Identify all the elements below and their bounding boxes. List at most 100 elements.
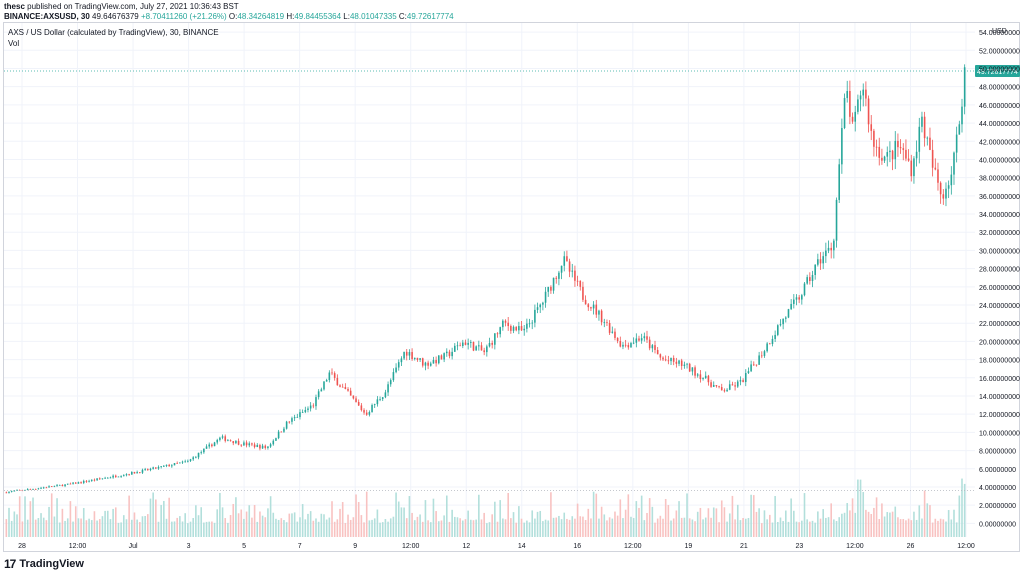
candle-body: [157, 466, 160, 469]
candle-body: [320, 389, 323, 392]
volume-legend[interactable]: Vol: [8, 39, 20, 48]
candle-body: [373, 404, 376, 406]
candle-body: [624, 344, 627, 346]
candle-body: [197, 452, 200, 458]
candle-body: [437, 355, 440, 364]
volume-bar: [363, 522, 365, 537]
ohlc-low: 48.01047335: [349, 12, 397, 21]
volume-bar: [865, 509, 867, 537]
candle-body: [942, 194, 945, 199]
volume-bar: [376, 509, 379, 537]
volume-bar: [953, 509, 955, 537]
candle-body: [875, 146, 878, 148]
chart-frame[interactable]: [3, 22, 1020, 552]
candle-body: [181, 461, 184, 463]
candle-body: [894, 140, 897, 160]
candle-body: [269, 444, 272, 447]
chart-legend-title[interactable]: AXS / US Dollar (calculated by TradingVi…: [8, 28, 219, 37]
candle-body: [331, 372, 333, 374]
candle-body: [680, 360, 683, 366]
volume-bar: [750, 494, 752, 537]
candle-body: [459, 345, 461, 347]
candle-body: [766, 343, 768, 352]
volume-bar: [638, 507, 640, 537]
volume-bar: [21, 521, 24, 537]
candle-body: [200, 452, 203, 454]
volume-bar: [787, 521, 790, 537]
candle-body: [747, 371, 750, 374]
volume-bar: [910, 520, 913, 537]
candle-body: [715, 385, 718, 387]
volume-bar: [421, 521, 424, 537]
volume-bar: [961, 478, 963, 537]
volume-bar: [98, 519, 101, 537]
x-tick-label: 12:00: [624, 543, 642, 550]
candle-body: [750, 364, 752, 372]
volume-bar: [744, 518, 747, 537]
volume-bar: [534, 518, 536, 537]
volume-bar: [304, 519, 307, 537]
candle-body: [221, 436, 224, 438]
candle-body: [558, 272, 560, 279]
candle-body: [640, 338, 643, 341]
y-tick-label: 22.00000000: [979, 321, 1020, 328]
x-tick-label: 14: [518, 543, 526, 550]
candle-body: [128, 474, 130, 475]
candle-body: [312, 405, 315, 407]
candle-body: [544, 291, 547, 303]
candle-body: [833, 240, 835, 251]
volume-bar: [891, 511, 894, 537]
volume-bar: [120, 522, 122, 537]
volume-bar: [165, 518, 168, 537]
candle-body: [742, 380, 744, 383]
volume-bar: [867, 511, 870, 537]
volume-bar: [918, 505, 921, 537]
tradingview-logo[interactable]: 17 TradingView: [4, 557, 84, 571]
candle-body: [913, 158, 915, 177]
volume-bar: [216, 509, 219, 537]
candle-body: [857, 99, 859, 112]
volume-bar: [760, 523, 763, 537]
candle-body: [830, 247, 832, 251]
candle-body: [413, 357, 416, 360]
candle-body: [130, 471, 133, 475]
volume-bar: [560, 519, 563, 537]
y-tick-label: 2.00000000: [979, 503, 1016, 510]
candle-body: [806, 277, 808, 284]
candle-body: [104, 477, 106, 479]
volume-bar: [339, 508, 341, 537]
volume-bar: [106, 510, 109, 537]
x-tick-label: 16: [573, 543, 581, 550]
candle-body: [363, 410, 365, 413]
volume-bar: [224, 518, 227, 537]
candle-body: [720, 387, 723, 391]
candle-body: [149, 468, 152, 471]
candle-body: [632, 342, 635, 344]
candle-body: [550, 286, 552, 291]
candle-body: [139, 472, 141, 473]
ohlc-close-label: C:: [398, 12, 407, 21]
candle-body: [237, 440, 240, 445]
publisher-name: thesc: [4, 2, 25, 11]
candle-body: [867, 98, 870, 125]
volume-bar: [491, 514, 493, 537]
candle-body: [483, 350, 485, 353]
volume-bar: [331, 501, 333, 537]
volume-bar: [328, 517, 331, 537]
candle-body: [307, 408, 309, 410]
candle-body: [472, 341, 475, 351]
volume-bar: [192, 518, 194, 537]
candle-body: [654, 345, 656, 350]
candle-body: [891, 150, 894, 160]
volume-bar: [558, 515, 560, 537]
volume-bar: [718, 522, 720, 537]
volume-bar: [34, 519, 37, 537]
candle-body: [291, 418, 293, 422]
volume-bar: [77, 518, 80, 537]
volume-bar: [528, 522, 531, 537]
candle-body: [376, 399, 379, 405]
volume-bar: [568, 519, 571, 537]
volume-bar: [355, 494, 357, 537]
volume-bar: [403, 507, 405, 537]
